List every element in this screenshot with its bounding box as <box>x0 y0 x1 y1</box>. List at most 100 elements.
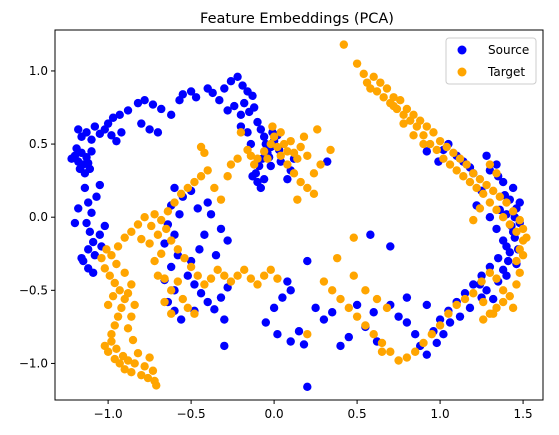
point-source-39 <box>208 88 217 98</box>
point-source-74 <box>87 208 96 218</box>
point-target-93 <box>236 128 246 137</box>
point-target-185 <box>508 303 518 313</box>
point-source-110 <box>210 305 219 314</box>
y-tick-label-1: −0.5 <box>19 283 48 297</box>
point-source-142 <box>402 318 412 327</box>
point-source-152 <box>477 271 486 280</box>
point-target-178 <box>495 192 505 201</box>
point-source-206 <box>303 256 312 266</box>
point-source-88 <box>77 253 86 263</box>
point-target-71 <box>166 286 176 295</box>
point-target-117 <box>303 183 312 193</box>
point-target-221 <box>479 297 488 307</box>
point-target-145 <box>492 205 501 215</box>
point-source-82 <box>88 268 98 277</box>
point-target-69 <box>273 274 282 283</box>
point-source-48 <box>230 101 239 111</box>
point-target-198 <box>402 353 412 362</box>
point-source-179 <box>439 329 448 339</box>
point-target-213 <box>332 253 342 263</box>
point-target-227 <box>243 145 252 155</box>
point-source-130 <box>303 382 312 392</box>
point-target-220 <box>469 215 478 225</box>
point-target-199 <box>394 356 403 365</box>
point-target-214 <box>349 233 358 242</box>
point-source-21 <box>115 110 124 120</box>
point-target-179 <box>502 198 511 207</box>
point-target-76 <box>166 309 176 318</box>
point-source-37 <box>191 93 201 102</box>
point-target-118 <box>309 169 319 178</box>
point-target-175 <box>475 174 485 184</box>
point-target-77 <box>160 297 169 307</box>
point-source-217 <box>216 224 226 234</box>
point-target-47 <box>153 230 163 239</box>
point-target-56 <box>186 262 196 272</box>
point-target-202 <box>369 329 378 339</box>
point-target-208 <box>319 277 329 286</box>
point-source-115 <box>195 245 204 254</box>
point-target-192 <box>452 300 461 310</box>
point-source-62 <box>256 183 266 193</box>
point-source-122 <box>278 293 287 302</box>
point-target-195 <box>427 329 436 339</box>
point-source-85 <box>92 192 101 201</box>
point-source-55 <box>259 132 269 141</box>
point-target-18 <box>152 381 161 390</box>
point-target-52 <box>162 224 171 234</box>
point-target-8 <box>123 356 133 365</box>
point-target-84 <box>183 183 192 193</box>
point-target-27 <box>100 264 110 273</box>
point-source-117 <box>193 204 202 213</box>
point-target-30 <box>107 251 116 260</box>
legend-box <box>445 37 537 85</box>
point-source-63 <box>248 172 257 181</box>
point-source-87 <box>74 204 83 213</box>
point-source-13 <box>82 128 91 137</box>
points-layer <box>67 40 531 392</box>
point-target-67 <box>259 271 269 280</box>
point-target-211 <box>372 294 382 304</box>
point-source-95 <box>175 210 184 219</box>
point-target-189 <box>477 277 486 286</box>
point-source-123 <box>286 286 295 295</box>
point-target-61 <box>220 271 229 280</box>
point-target-4 <box>112 344 121 354</box>
point-target-164 <box>402 104 412 114</box>
point-target-26 <box>105 271 114 280</box>
point-target-106 <box>286 136 295 146</box>
point-source-50 <box>236 110 246 120</box>
point-target-78 <box>153 271 163 280</box>
point-target-174 <box>469 169 478 178</box>
point-target-177 <box>489 186 498 196</box>
point-target-162 <box>389 93 398 102</box>
point-source-105 <box>176 315 186 324</box>
point-target-92 <box>233 154 242 163</box>
point-target-158 <box>479 315 488 324</box>
point-target-81 <box>163 207 173 216</box>
point-source-129 <box>299 340 309 349</box>
point-target-167 <box>422 122 432 131</box>
point-source-116 <box>200 230 209 239</box>
chart-title: Feature Embeddings (PCA) <box>200 11 394 27</box>
point-target-184 <box>518 251 528 260</box>
point-target-72 <box>160 274 169 283</box>
point-target-163 <box>396 96 405 105</box>
point-source-163 <box>485 166 495 175</box>
point-source-27 <box>166 110 176 120</box>
point-source-213 <box>283 174 292 184</box>
point-source-131 <box>311 303 320 313</box>
point-target-166 <box>415 116 425 125</box>
point-target-39 <box>103 300 113 310</box>
point-target-127 <box>372 87 382 96</box>
point-target-207 <box>328 286 337 295</box>
point-source-167 <box>492 224 501 234</box>
point-source-23 <box>133 98 143 108</box>
point-target-109 <box>296 142 305 152</box>
point-source-118 <box>211 251 221 260</box>
point-target-11 <box>133 349 143 358</box>
point-target-225 <box>409 131 418 140</box>
x-axis: −1.0 −0.5 0.0 0.5 1.0 1.5 <box>94 400 533 421</box>
point-source-174 <box>489 294 498 304</box>
point-target-58 <box>200 280 209 289</box>
